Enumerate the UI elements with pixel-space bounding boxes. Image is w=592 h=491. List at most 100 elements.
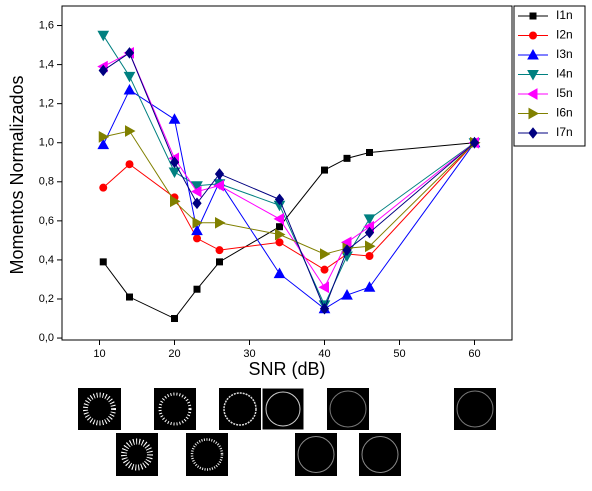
- marker: [98, 64, 108, 77]
- legend-marker: [527, 70, 539, 81]
- marker: [192, 216, 204, 229]
- marker: [273, 267, 286, 279]
- plot-frame: [61, 5, 513, 341]
- marker: [273, 213, 284, 225]
- marker: [169, 156, 180, 169]
- marker: [124, 47, 135, 59]
- marker: [215, 216, 226, 229]
- x-tick-label: 10: [93, 348, 105, 360]
- thumbnail-ring: [121, 438, 153, 471]
- legend-box: [513, 5, 586, 147]
- series-line: [103, 130, 475, 255]
- thumbnail-ring: [456, 390, 494, 428]
- x-axis-label: SNR (dB): [248, 359, 325, 379]
- legend-label: I7n: [556, 125, 573, 139]
- marker: [276, 223, 283, 231]
- legend-marker: [529, 12, 537, 20]
- thumbnail: [219, 388, 261, 430]
- x-tick-label: 30: [243, 348, 255, 360]
- series-line: [103, 52, 475, 289]
- thumbnail: [359, 433, 401, 476]
- x-tick-label: 20: [168, 348, 180, 360]
- thumbnail-ring: [83, 392, 116, 426]
- y-tick-label: 1,0: [39, 137, 54, 149]
- marker: [318, 281, 329, 294]
- marker: [123, 71, 136, 83]
- series-line: [102, 142, 475, 320]
- y-tick-label: 1,6: [39, 19, 54, 31]
- marker: [365, 240, 376, 253]
- thumbnail-ring: [361, 436, 399, 473]
- thumbnails: [78, 387, 496, 476]
- marker: [320, 265, 329, 274]
- thumbnail: [261, 387, 305, 431]
- series-line: [102, 35, 475, 307]
- x-tick-label: 50: [393, 348, 405, 360]
- thumbnail-ring: [265, 391, 301, 427]
- marker: [363, 281, 376, 292]
- marker: [191, 224, 203, 236]
- thumbnail: [327, 388, 369, 430]
- y-tick-label: 0,4: [39, 254, 54, 266]
- marker: [321, 166, 328, 174]
- marker: [275, 238, 284, 247]
- legend-label: I5n: [556, 86, 573, 100]
- marker: [365, 252, 374, 261]
- y-tick-label: 0,6: [39, 215, 54, 227]
- marker: [342, 244, 352, 256]
- marker: [125, 160, 134, 169]
- marker: [213, 179, 224, 192]
- marker: [99, 183, 108, 192]
- legend-label: I1n: [556, 8, 573, 22]
- thumbnail: [454, 388, 496, 430]
- marker: [192, 197, 202, 210]
- marker: [320, 248, 331, 260]
- marker: [99, 258, 107, 266]
- thumbnail-ring: [190, 438, 224, 471]
- thumbnail-ring: [297, 436, 335, 473]
- y-tick-label: 1,4: [39, 59, 54, 71]
- x-tick-label: 60: [468, 348, 480, 360]
- legend-marker: [526, 88, 538, 100]
- marker: [171, 315, 178, 323]
- legend-label: I3n: [556, 47, 573, 61]
- thumbnail-ring: [223, 392, 257, 426]
- y-tick-label: 0,8: [39, 176, 54, 188]
- legend-marker: [528, 127, 538, 139]
- marker: [98, 131, 110, 143]
- y-axis-label: Momentos Normalizados: [7, 75, 27, 274]
- marker: [216, 258, 223, 266]
- thumbnail: [295, 433, 337, 476]
- marker: [341, 289, 353, 300]
- marker: [319, 302, 330, 315]
- marker: [193, 234, 201, 243]
- y-tick-label: 1,2: [39, 98, 54, 110]
- legend-marker: [527, 48, 539, 60]
- marker: [170, 195, 181, 208]
- marker: [275, 228, 286, 241]
- marker: [193, 285, 201, 293]
- marker: [123, 83, 136, 95]
- legend-label: I6n: [556, 106, 573, 120]
- x-tick-label: 40: [318, 348, 330, 360]
- marker: [366, 148, 373, 156]
- y-tick-label: 0,0: [39, 332, 54, 344]
- marker: [190, 185, 202, 198]
- marker: [191, 181, 203, 192]
- thumbnail-ring: [158, 392, 192, 426]
- marker: [363, 214, 376, 225]
- series-line: [102, 142, 475, 271]
- marker: [97, 138, 110, 150]
- legend-marker: [528, 107, 540, 120]
- legend-label: I2n: [556, 28, 573, 42]
- y-tick-label: 0,2: [39, 293, 54, 305]
- marker: [168, 113, 181, 124]
- series-line: [102, 52, 475, 311]
- marker: [364, 226, 375, 239]
- marker: [469, 136, 480, 149]
- marker: [125, 125, 136, 137]
- legend-label: I4n: [556, 67, 573, 81]
- marker: [126, 293, 133, 301]
- thumbnail-ring: [329, 390, 367, 428]
